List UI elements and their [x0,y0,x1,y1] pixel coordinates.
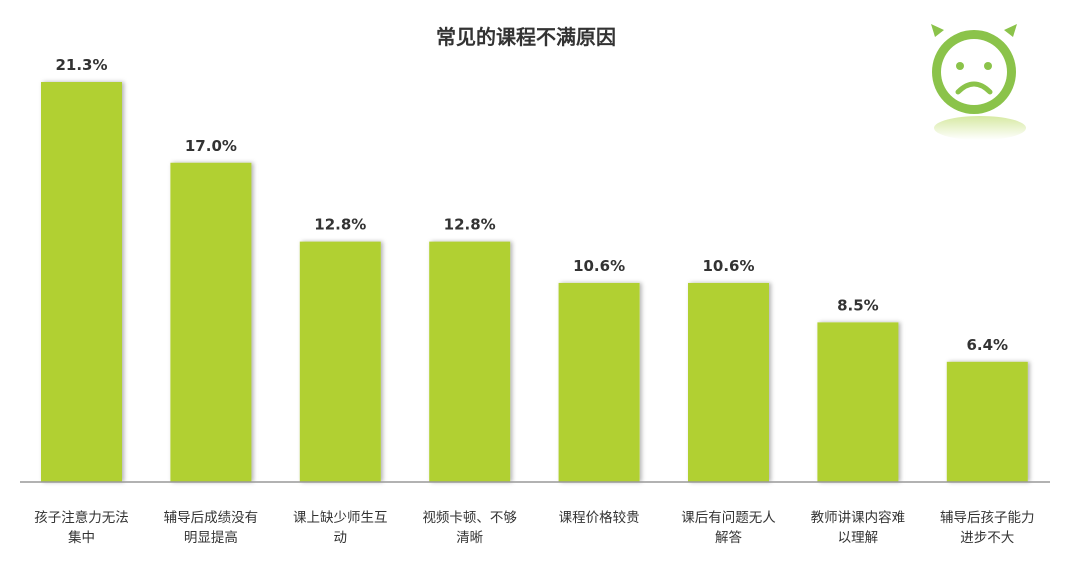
bar [170,162,252,483]
data-label: 12.8% [314,216,366,234]
category-label: 解答 [715,529,743,546]
category-label: 课上缺少师生互 [293,510,388,526]
sad-face-icon [931,24,1026,140]
category-label: 辅导后孩子能力 [940,510,1035,526]
data-label: 12.8% [444,216,496,234]
data-label: 10.6% [573,257,625,275]
category-label: 集中 [68,530,95,546]
category-label: 课程价格较贵 [559,510,640,526]
bar [688,282,769,482]
category-label: 明显提高 [184,529,238,546]
bar [946,361,1028,482]
chart-title: 常见的课程不满原因 [436,25,616,49]
data-label: 17.0% [185,137,237,155]
category-label: 动 [334,530,348,546]
bar [429,241,511,482]
data-label: 8.5% [837,296,879,314]
category-label: 课后有问题无人 [681,510,776,526]
data-label: 21.3% [55,56,107,74]
data-label: 6.4% [966,336,1008,354]
category-label: 以理解 [838,530,879,546]
bar [299,241,381,482]
category-label: 进步不大 [960,530,1014,546]
bar [558,282,640,482]
bar [817,322,899,482]
category-label: 孩子注意力无法 [34,509,129,526]
category-label: 教师讲课内容难 [811,509,906,526]
data-label: 10.6% [702,257,754,275]
category-label: 清晰 [456,530,483,546]
category-label: 辅导后成绩没有 [164,510,259,526]
bar [41,82,122,482]
category-label: 视频卡顿、不够 [422,510,517,526]
